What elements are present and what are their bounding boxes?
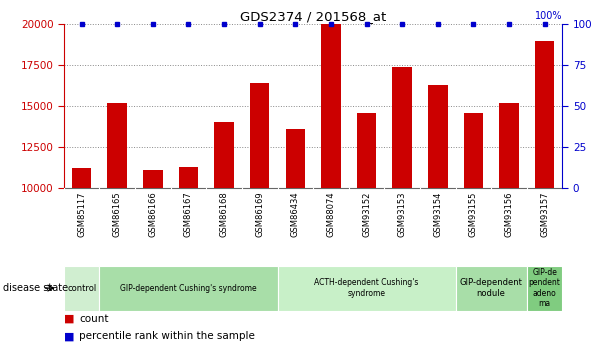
Bar	[277, 266, 455, 311]
Bar	[463, 112, 483, 188]
Text: 100%: 100%	[535, 11, 562, 21]
Text: GSM86167: GSM86167	[184, 191, 193, 237]
Text: GSM93157: GSM93157	[540, 191, 549, 237]
Text: GSM86165: GSM86165	[112, 191, 122, 237]
Text: ■: ■	[64, 314, 74, 324]
Text: ■: ■	[64, 332, 74, 341]
Text: GSM86166: GSM86166	[148, 191, 157, 237]
Text: GSM93156: GSM93156	[505, 191, 514, 237]
Text: GSM86168: GSM86168	[219, 191, 229, 237]
Text: GSM93153: GSM93153	[398, 191, 407, 237]
Bar	[428, 85, 447, 188]
Bar	[108, 103, 127, 188]
Text: control: control	[67, 284, 96, 293]
Bar	[214, 122, 234, 188]
Bar	[499, 103, 519, 188]
Bar	[72, 168, 91, 188]
Text: GIP-dependent Cushing's syndrome: GIP-dependent Cushing's syndrome	[120, 284, 257, 293]
Bar	[179, 167, 198, 188]
Bar	[535, 41, 554, 188]
Text: GSM86169: GSM86169	[255, 191, 264, 237]
Title: GDS2374 / 201568_at: GDS2374 / 201568_at	[240, 10, 386, 23]
Bar	[455, 266, 527, 311]
Text: GSM93154: GSM93154	[434, 191, 442, 237]
Text: disease state: disease state	[3, 283, 68, 293]
Text: count: count	[79, 314, 109, 324]
Bar	[527, 266, 562, 311]
Text: GIP-dependent
nodule: GIP-dependent nodule	[460, 278, 523, 298]
Text: GIP-de
pendent
adeno
ma: GIP-de pendent adeno ma	[529, 268, 561, 308]
Bar	[143, 170, 163, 188]
Bar	[250, 83, 269, 188]
Bar	[392, 67, 412, 188]
Bar	[100, 266, 277, 311]
Text: GSM85117: GSM85117	[77, 191, 86, 237]
Text: GSM88074: GSM88074	[326, 191, 336, 237]
Bar	[64, 266, 100, 311]
Text: GSM86434: GSM86434	[291, 191, 300, 237]
Text: percentile rank within the sample: percentile rank within the sample	[79, 332, 255, 341]
Text: ACTH-dependent Cushing's
syndrome: ACTH-dependent Cushing's syndrome	[314, 278, 419, 298]
Bar	[357, 112, 376, 188]
Text: GSM93152: GSM93152	[362, 191, 371, 237]
Text: GSM93155: GSM93155	[469, 191, 478, 237]
Bar	[286, 129, 305, 188]
Bar	[321, 24, 340, 188]
